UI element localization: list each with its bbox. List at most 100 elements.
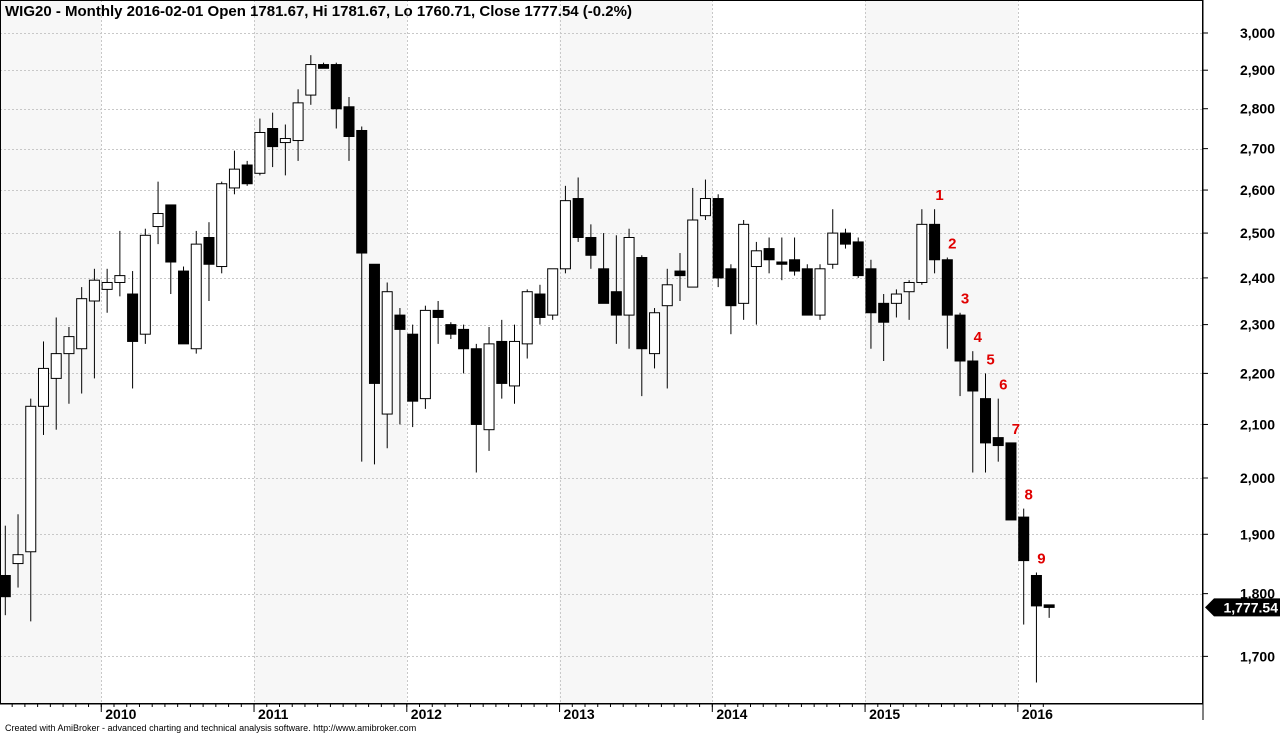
candle <box>712 194 724 288</box>
candle <box>190 230 202 354</box>
candle-body-up <box>25 405 37 553</box>
candle <box>343 97 355 161</box>
candle <box>305 55 317 105</box>
count-label: 7 <box>1012 421 1020 438</box>
candle <box>801 264 813 316</box>
last-price-marker: 1,777.54 <box>1205 598 1280 617</box>
candle <box>598 233 610 304</box>
candle-body-up <box>750 250 762 268</box>
candle <box>1005 442 1017 521</box>
candle <box>623 228 635 349</box>
candle-body-down <box>445 324 457 335</box>
candle <box>521 289 533 359</box>
candle <box>381 282 393 449</box>
candle-body-down <box>178 270 190 345</box>
chart-title: WIG20 - Monthly 2016-02-01 Open 1781.67,… <box>5 3 632 20</box>
candle-body-up <box>228 168 240 189</box>
candle-body-down <box>1030 574 1042 607</box>
candle-body-up <box>649 312 661 355</box>
candle-body-down <box>725 268 737 307</box>
candle-body-down <box>241 164 253 185</box>
candle <box>458 324 470 374</box>
candle <box>12 514 24 588</box>
y-axis: 1,700 1,800 1,900 2,000 2,100 2,200 2,300 2,400… <box>1203 25 1275 664</box>
x-year-label: 2014 <box>716 706 747 722</box>
candle-body-up <box>699 198 711 217</box>
candle <box>76 287 88 394</box>
candle-body-down <box>496 340 508 384</box>
candle-body-down <box>674 270 686 277</box>
candle-body-up <box>903 281 915 293</box>
candle-body-down <box>941 259 953 316</box>
candle-body-up <box>88 279 100 302</box>
candle-body-down <box>165 204 177 263</box>
candle-body-up <box>547 268 559 316</box>
candle-body-down <box>801 268 813 316</box>
candle-body-down <box>776 261 788 265</box>
candle <box>903 280 915 320</box>
candle <box>254 118 266 176</box>
candle <box>394 308 406 425</box>
candle <box>814 264 826 320</box>
count-label: 8 <box>1025 487 1033 504</box>
candle <box>789 237 801 276</box>
y-tick-label: 2,500 <box>1240 225 1275 241</box>
candle <box>559 185 571 274</box>
count-label: 3 <box>961 291 969 308</box>
candle <box>699 179 711 221</box>
candle <box>967 351 979 473</box>
candle <box>941 257 953 349</box>
candle <box>165 204 177 295</box>
candle <box>139 228 151 344</box>
candle-body-down <box>267 127 279 148</box>
candle <box>636 255 648 397</box>
last-price-label: 1,777.54 <box>1224 599 1279 615</box>
y-tick-label: 2,600 <box>1240 182 1275 198</box>
y-tick-label: 2,700 <box>1240 141 1275 157</box>
x-axis: 2010 2011 2012 2013 2014 2015 2016 <box>11 704 1053 722</box>
candle <box>687 187 699 288</box>
x-year-label: 2012 <box>411 706 442 722</box>
count-label: 5 <box>986 351 994 368</box>
y-tick-label: 2,400 <box>1240 270 1275 286</box>
candle <box>534 284 546 325</box>
candle <box>890 289 902 318</box>
candle <box>776 237 788 281</box>
candle <box>216 181 228 274</box>
x-year-label: 2011 <box>258 706 289 722</box>
y-tick-label: 3,000 <box>1240 25 1275 41</box>
candle-body-down <box>330 64 342 110</box>
count-label: 9 <box>1037 550 1045 567</box>
y-tick-label: 1,800 <box>1240 586 1275 602</box>
candle <box>407 324 419 428</box>
y-tick-label: 2,200 <box>1240 365 1275 381</box>
year-shade-band <box>559 1 713 704</box>
candle-body-up <box>509 340 520 387</box>
candle-body-up <box>37 367 49 407</box>
candle-body-down <box>1005 442 1017 521</box>
candle-body-down <box>992 437 1004 447</box>
candle-body-up <box>50 353 62 379</box>
year-shade-band <box>865 1 1018 704</box>
y-tick-label: 1,700 <box>1240 648 1275 664</box>
candle <box>228 150 240 195</box>
candle-body-down <box>356 129 368 254</box>
candle <box>88 268 100 379</box>
candle <box>50 317 62 430</box>
y-tick-label: 2,900 <box>1240 62 1275 78</box>
candle-body-down <box>789 259 801 272</box>
candle-body-down <box>852 241 864 277</box>
year-shading <box>0 1 1018 704</box>
candle <box>356 126 368 462</box>
candle <box>178 266 190 345</box>
candle-body-down <box>534 293 546 318</box>
candle <box>839 228 851 249</box>
candle-body-up <box>216 183 228 268</box>
count-labels: 1 2 3 456 7 8 9 <box>935 187 1045 567</box>
candle <box>738 220 750 320</box>
candle-body-up <box>190 243 202 350</box>
candle-body-down <box>598 268 610 304</box>
count-label: 6 <box>999 377 1007 394</box>
candle-body-up <box>419 309 431 400</box>
candle <box>432 301 444 344</box>
